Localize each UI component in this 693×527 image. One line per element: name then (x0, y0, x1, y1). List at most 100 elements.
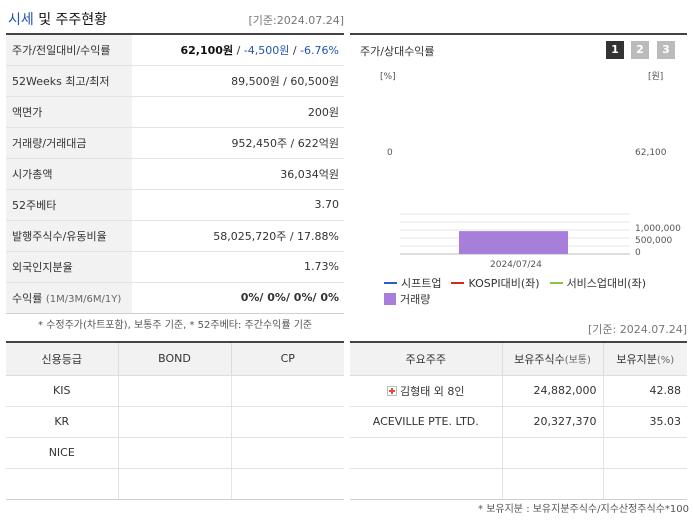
row-value: 89,500원 / 60,500원 (132, 65, 344, 97)
row-label: 외국인지분율 (6, 251, 132, 283)
volume-bar (459, 231, 568, 254)
row-value: 36,034억원 (132, 158, 344, 190)
row-value: 952,450주 / 622억원 (132, 127, 344, 159)
row-value: 200원 (132, 96, 344, 128)
row-label: 주가/전일대비/수익률 (6, 34, 132, 66)
holder-percent (603, 437, 687, 469)
holder-name (350, 437, 503, 469)
volume-tick-label: 1,000,000 (635, 224, 681, 234)
price-change: -4,500원 (243, 43, 290, 57)
row-label: 52Weeks 최고/최저 (6, 65, 132, 97)
chart-tab-1[interactable]: 1 (606, 41, 624, 59)
legend-item: 서비스업대비(좌) (549, 275, 646, 291)
table-row: 시가총액 36,034억원 (6, 158, 344, 190)
row-label: 수익률 (1M/3M/6M/1Y) (6, 282, 132, 314)
current-price: 62,100원 (180, 43, 234, 57)
column-header: 신용등급 (6, 342, 119, 376)
table-row: 거래량/거래대금 952,450주 / 622억원 (6, 127, 344, 159)
holders-reference-date: [기준: 2024.07.24] (587, 323, 687, 336)
bond-rating (118, 437, 232, 469)
holder-shares (502, 468, 604, 500)
agency-name: KR (6, 406, 119, 438)
volume-tick-label: 500,000 (635, 236, 672, 246)
right-price-label: 62,100 (635, 148, 667, 158)
cp-rating (231, 375, 344, 407)
expand-plus-icon[interactable] (386, 385, 397, 396)
holder-shares: 20,327,370 (502, 406, 604, 438)
holder-percent: 42.88 (603, 375, 687, 407)
row-label-small: (1M/3M/6M/1Y) (45, 293, 122, 305)
bond-rating (118, 468, 232, 500)
holder-name: ACEVILLE PTE. LTD. (350, 406, 503, 438)
chart-svg: [%] [원] 0 62,100 1,000,000 500,000 0 202… (380, 71, 681, 270)
chart-legend: 시프트업 KOSPI대비(좌) 서비스업대비(좌) (384, 275, 656, 291)
chart-tab-3[interactable]: 3 (657, 41, 675, 59)
column-header-small: (보통) (564, 354, 591, 366)
row-label: 액면가 (6, 96, 132, 128)
right-unit-label: [원] (648, 71, 663, 82)
row-label: 발행주식수/유동비율 (6, 220, 132, 252)
table-row: 52Weeks 최고/최저 89,500원 / 60,500원 (6, 65, 344, 97)
holder-percent: 35.03 (603, 406, 687, 438)
section-title: 시세 및 주주현황 (8, 9, 107, 29)
table-row (6, 468, 344, 500)
column-header: CP (231, 342, 344, 376)
table-row: 발행주식수/유동비율 58,025,720주 / 17.88% (6, 220, 344, 252)
legend-line-icon (451, 282, 465, 284)
chart-legend-row-2: 거래량 (384, 291, 440, 307)
table-row: NICE (6, 437, 344, 469)
left-zero-label: 0 (387, 148, 393, 158)
table-row (350, 468, 687, 500)
table-row (350, 437, 687, 469)
separator: / (289, 43, 301, 57)
table-row: 52주베타 3.70 (6, 189, 344, 221)
price-change-value: 62,100원 / -4,500원 / -6.76% (132, 34, 344, 66)
volume-tick-label: 0 (635, 248, 641, 258)
agency-name: NICE (6, 437, 119, 469)
price-footnote: * 수정주가(차트포함), 보통주 기준, * 52주베타: 주간수익률 기준 (38, 320, 313, 331)
row-label: 52주베타 (6, 189, 132, 221)
title-rest: 및 주주현황 (33, 12, 108, 28)
column-header-small: (%) (656, 354, 675, 366)
cp-rating (231, 406, 344, 438)
legend-item: 거래량 (384, 291, 430, 307)
table-row: 김형태 외 8인 24,882,000 42.88 (350, 375, 687, 407)
holder-shares (502, 437, 604, 469)
legend-line-icon (549, 282, 563, 284)
table-row: 주가/전일대비/수익률 62,100원 / -4,500원 / -6.76% (6, 34, 344, 66)
row-value: 1.73% (132, 251, 344, 283)
holder-name (350, 468, 503, 500)
agency-name (6, 468, 119, 500)
row-value: 3.70 (132, 189, 344, 221)
legend-item: 시프트업 (384, 275, 441, 291)
agency-name: KIS (6, 375, 119, 407)
table-header-row: 신용등급 BOND CP (6, 342, 344, 376)
holders-footnote: * 보유지분 : 보유지분주식수/지수산정주식수*100 (478, 504, 689, 515)
table-row: 외국인지분율 1.73% (6, 251, 344, 283)
chart-panel: 주가/상대수익률 1 2 3 [%] [원] 0 62,100 1,000,00… (350, 33, 687, 307)
holder-shares: 24,882,000 (502, 375, 604, 407)
cp-rating (231, 437, 344, 469)
row-label-text: 수익률 (12, 291, 43, 305)
column-header-text: 보유지분 (616, 352, 657, 366)
table-row: 액면가 200원 (6, 96, 344, 128)
legend-item: KOSPI대비(좌) (451, 275, 540, 291)
column-header: 보유주식수(보통) (502, 342, 604, 376)
left-unit-label: [%] (380, 72, 396, 82)
column-header-text: 주요주주 (405, 352, 446, 366)
chart-tab-2[interactable]: 2 (631, 41, 649, 59)
bond-rating (118, 375, 232, 407)
holder-name[interactable]: 김형태 외 8인 (399, 384, 465, 398)
title-accent: 시세 (8, 12, 34, 28)
major-shareholders-table: 주요주주 보유주식수(보통) 보유지분(%) 김형태 외 8인 24,882,0… (350, 341, 687, 500)
separator: / (233, 43, 244, 57)
table-row: ACEVILLE PTE. LTD. 20,327,370 35.03 (350, 406, 687, 438)
price-table: 주가/전일대비/수익률 62,100원 / -4,500원 / -6.76% 5… (6, 33, 344, 314)
column-header: BOND (118, 342, 232, 376)
table-row: 수익률 (1M/3M/6M/1Y) 0%/ 0%/ 0%/ 0% (6, 282, 344, 314)
legend-label: 시프트업 (401, 277, 442, 290)
row-value: 58,025,720주 / 17.88% (132, 220, 344, 252)
holder-name-cell[interactable]: 김형태 외 8인 (350, 375, 503, 407)
change-rate: -6.76% (300, 43, 339, 57)
row-label: 시가총액 (6, 158, 132, 190)
